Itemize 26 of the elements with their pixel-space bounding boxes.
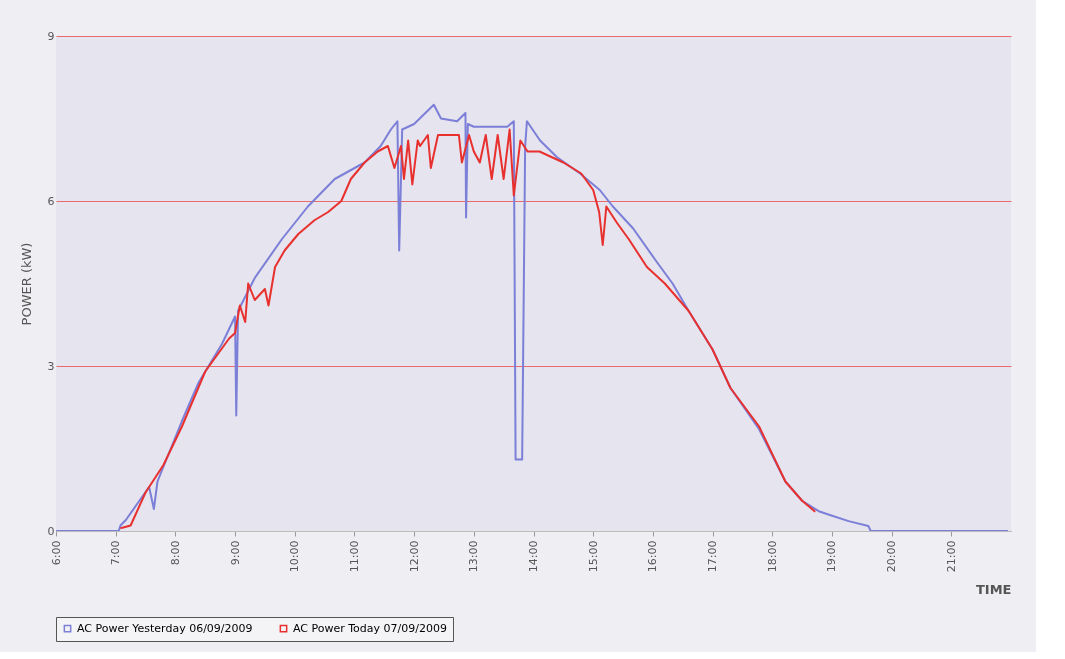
y-axis-title: POWER (kW): [18, 242, 34, 326]
x-tick-label: 18:00: [765, 540, 779, 573]
y-tick-label: 9: [47, 29, 55, 43]
x-tick-label: 8:00: [168, 540, 182, 566]
x-tick-label: 13:00: [467, 540, 481, 573]
line-series: [119, 128, 817, 530]
x-tick-label: 9:00: [228, 540, 242, 566]
x-tick-label: 10:00: [288, 540, 302, 573]
y-tick-label: 0: [47, 524, 55, 538]
x-tick-label: 19:00: [825, 540, 839, 573]
x-tick-label: 6:00: [49, 540, 63, 566]
y-tick-label: 3: [47, 359, 55, 373]
x-tick-label: 12:00: [407, 540, 421, 573]
x-tick-label: 21:00: [944, 540, 958, 573]
legend-label: AC Power Yesterday 06/09/2009: [77, 621, 253, 635]
x-tick-label: 17:00: [706, 540, 720, 573]
x-tick-label: 16:00: [646, 540, 660, 573]
x-tick-label: 14:00: [527, 540, 540, 573]
x-tick-label: 7:00: [109, 540, 123, 566]
legend-label: AC Power Today 07/09/2009: [293, 621, 447, 635]
line-series: [56, 103, 1010, 531]
x-axis-title: TIME: [975, 582, 1012, 598]
y-tick-label: 6: [47, 194, 55, 208]
x-tick-label: 11:00: [347, 540, 361, 573]
x-tick-label: 15:00: [586, 540, 600, 573]
x-tick-label: 20:00: [885, 540, 899, 573]
